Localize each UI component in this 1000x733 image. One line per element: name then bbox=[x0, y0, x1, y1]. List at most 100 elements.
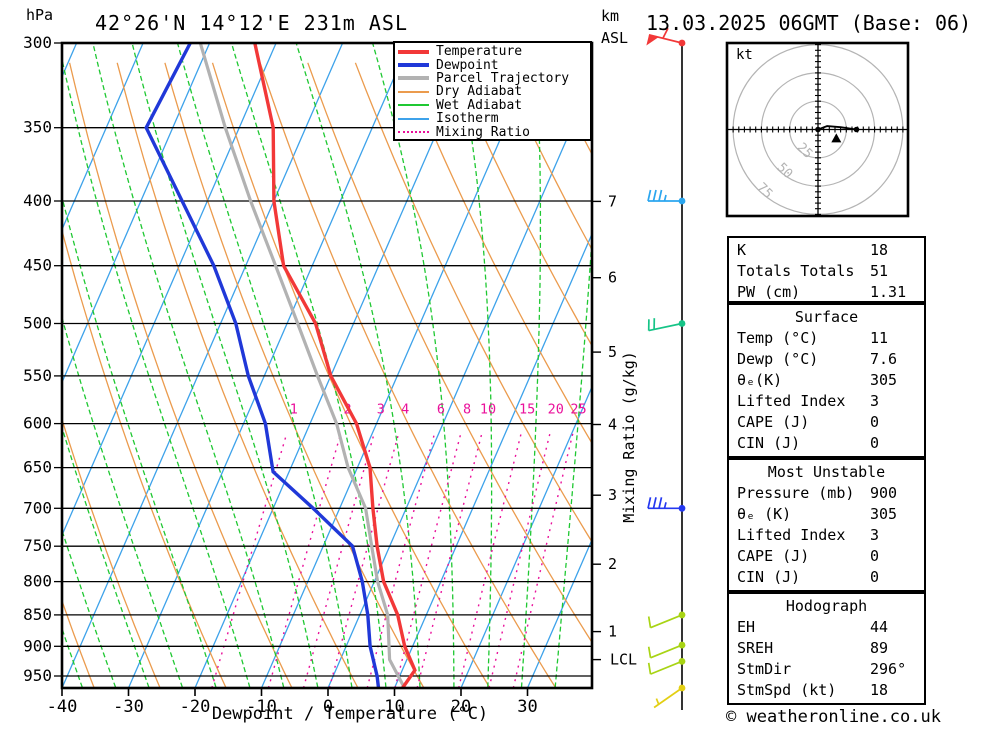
mixing-ratio-line bbox=[394, 433, 462, 688]
table-row-label: Totals Totals bbox=[737, 262, 855, 280]
wind-barb bbox=[647, 611, 686, 629]
wind-barb-level-dot bbox=[678, 657, 686, 665]
pressure-tick-label: 400 bbox=[23, 191, 52, 210]
valid-datetime: 13.03.2025 06GMT (Base: 06) bbox=[646, 11, 972, 35]
wind-barb-shaft bbox=[653, 687, 683, 709]
legend-line-sample bbox=[398, 63, 429, 68]
hodograph-unit-label: kt bbox=[736, 47, 753, 63]
legend-item: Dry Adiabat bbox=[398, 85, 590, 98]
wind-barb-level-dot bbox=[678, 197, 686, 205]
wet-adiabat-line bbox=[62, 56, 251, 688]
isotherm-line bbox=[460, 385, 592, 688]
dry-adiabat-line bbox=[62, 599, 95, 688]
table-row-label: θₑ (K) bbox=[737, 505, 792, 523]
wind-barb-level-dot bbox=[678, 504, 686, 512]
isotherm-line bbox=[0, 43, 10, 688]
table-row: StmDir 296° bbox=[737, 659, 924, 680]
wet-adiabat-line bbox=[455, 43, 493, 688]
wind-barb bbox=[646, 27, 686, 47]
pressure-tick-label: 350 bbox=[23, 118, 52, 137]
hodograph-table: Hodograph EH 44 SREH 89 StmDir 296° StmSpd (kt)… bbox=[727, 592, 926, 705]
km-axis-unit-km: km bbox=[601, 7, 620, 25]
isotherm-line bbox=[62, 43, 344, 688]
wind-barb-half-feather bbox=[663, 194, 667, 202]
wet-adiabat-line bbox=[520, 43, 542, 688]
pressure-tick-label: 600 bbox=[23, 414, 52, 433]
pressure-tick-label: 900 bbox=[23, 636, 52, 655]
wet-adiabat-line bbox=[371, 43, 455, 688]
table-row-label: Pressure (mb) bbox=[737, 484, 855, 502]
table-row: Temp (°C) 11 bbox=[737, 328, 924, 349]
km-axis-unit: km ASL bbox=[601, 5, 628, 49]
mixing-ratio-line-label: 25 bbox=[570, 402, 586, 418]
wind-barb-full-feather bbox=[647, 646, 652, 658]
km-axis-tick-label: 3 bbox=[608, 486, 617, 504]
legend-line-sample bbox=[398, 90, 429, 93]
table-row-value: 1.31 bbox=[870, 283, 907, 301]
pressure-tick-label: 550 bbox=[23, 366, 52, 385]
table-row: K 18 bbox=[737, 240, 924, 261]
legend-item: Isotherm bbox=[398, 112, 590, 125]
table-row-label: K bbox=[737, 241, 747, 259]
legend-line-sample bbox=[398, 49, 429, 54]
wind-barb-full-feather bbox=[658, 189, 663, 202]
wind-barb bbox=[653, 684, 686, 709]
km-axis-tick-label: 7 bbox=[608, 192, 617, 210]
legend-item: Wet Adiabat bbox=[398, 99, 590, 112]
storm-motion-marker bbox=[831, 133, 842, 143]
legend-item: Mixing Ratio bbox=[398, 125, 590, 139]
mixing-ratio-line bbox=[488, 433, 551, 688]
mixing-ratio-line bbox=[366, 433, 436, 688]
pressure-tick-label: 700 bbox=[23, 498, 52, 517]
wind-barb-full-feather bbox=[652, 497, 657, 509]
hodograph-ring-label: 25 bbox=[794, 140, 816, 162]
km-axis-tick-label: 5 bbox=[608, 343, 617, 361]
mixing-ratio-line-label: 1 bbox=[290, 402, 298, 418]
table-row-label: EH bbox=[737, 618, 756, 636]
isotherm-line bbox=[62, 43, 277, 537]
table-row-label: SREH bbox=[737, 639, 774, 657]
mixing-ratio-line-label: 6 bbox=[437, 402, 445, 418]
mixing-ratio-line bbox=[458, 433, 522, 688]
table-row-label: StmDir bbox=[737, 660, 792, 678]
wet-adiabat-line bbox=[295, 43, 421, 688]
dry-adiabat-line bbox=[497, 62, 592, 251]
legend-item: Parcel Trajectory bbox=[398, 72, 590, 85]
pressure-tick-label: 750 bbox=[23, 536, 52, 555]
table-heading: Surface bbox=[794, 308, 859, 326]
hodograph-wind-trace bbox=[817, 125, 857, 131]
stability-indices-table: K 18 Totals Totals 51 PW (cm) 1.31 bbox=[727, 236, 926, 303]
table-row: SREH 89 bbox=[737, 638, 924, 659]
wind-barb bbox=[647, 318, 686, 332]
table-row-label: CIN (J) bbox=[737, 434, 801, 452]
mixing-ratio-line-label: 4 bbox=[401, 402, 409, 418]
table-row-value: 305 bbox=[870, 505, 898, 523]
legend-box: Temperature Dewpoint Parcel Trajectory Dry … bbox=[393, 41, 592, 141]
hodograph-trace-end-dot bbox=[853, 126, 860, 133]
km-axis-tick-label: 4 bbox=[608, 416, 617, 434]
table-row-label: θₑ(K) bbox=[737, 371, 783, 389]
table-row-label: Temp (°C) bbox=[737, 329, 819, 347]
dry-adiabat-line bbox=[68, 62, 293, 688]
dry-adiabat-line bbox=[354, 62, 592, 544]
table-row-value: 18 bbox=[870, 681, 889, 699]
wind-barb bbox=[647, 641, 686, 659]
mixing-ratio-line-label: 20 bbox=[548, 402, 564, 418]
km-axis-tick-label: 2 bbox=[608, 555, 617, 573]
wet-adiabat-line bbox=[92, 43, 285, 688]
pressure-tick-label: 450 bbox=[23, 256, 52, 275]
wind-barb-level-dot bbox=[678, 611, 686, 619]
dry-adiabat-line bbox=[307, 62, 592, 644]
table-row-value: 0 bbox=[870, 547, 880, 565]
mixing-ratio-line bbox=[211, 433, 288, 688]
temperature-trace bbox=[253, 43, 417, 688]
dry-adiabat-line bbox=[927, 63, 1000, 688]
table-row: Totals Totals 51 bbox=[737, 261, 924, 282]
legend-line-sample bbox=[398, 76, 429, 81]
legend-line-sample bbox=[398, 131, 429, 134]
table-row-label: PW (cm) bbox=[737, 283, 801, 301]
